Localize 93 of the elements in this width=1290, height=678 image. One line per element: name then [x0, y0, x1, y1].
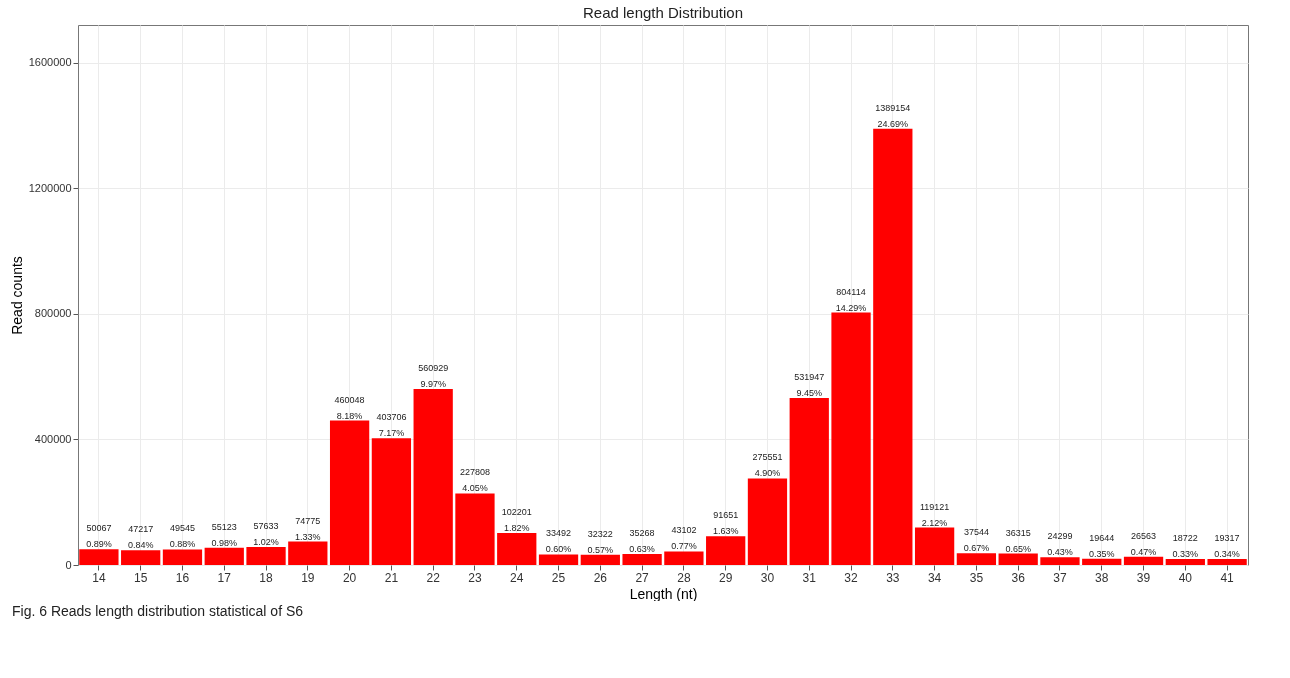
- y-tick-label: 1200000: [28, 181, 72, 194]
- caption: Fig. 6 Reads length distribution statistical of S6: [12, 603, 305, 619]
- data-label: 403706 7.17%: [376, 412, 407, 439]
- data-label: 227808 4.05%: [459, 467, 490, 494]
- data-label: 19317 0.34%: [1214, 532, 1240, 559]
- data-label: 19644 0.35%: [1088, 532, 1115, 559]
- bar: [538, 554, 579, 565]
- bar: [1082, 558, 1122, 565]
- x-axis-title: Length (nt): [629, 585, 698, 602]
- x-tick-label: 27: [635, 570, 650, 585]
- data-label: 55123 0.98%: [211, 521, 238, 548]
- data-label: 18722 0.33%: [1172, 533, 1199, 560]
- data-label: 531947 9.45%: [794, 371, 825, 398]
- x-tick-label: 22: [426, 570, 441, 585]
- data-label: 32322 0.57%: [587, 528, 614, 555]
- bar: [246, 546, 286, 565]
- data-label: 57633 1.02%: [253, 520, 279, 547]
- bar: [998, 553, 1038, 565]
- data-label: 49545 0.88%: [169, 523, 196, 550]
- bar: [1165, 559, 1205, 565]
- bar: [789, 397, 829, 565]
- data-label: 24299 0.43%: [1047, 531, 1073, 558]
- bar: [664, 551, 704, 565]
- x-tick-label: 40: [1178, 570, 1193, 585]
- y-tick-label: 1600000: [28, 56, 72, 69]
- bar: [706, 536, 746, 565]
- x-tick-label: 38: [1095, 570, 1109, 585]
- data-label: 91651 1.63%: [712, 510, 739, 537]
- bar: [162, 549, 203, 565]
- data-label: 804114 14.29%: [835, 286, 867, 313]
- x-tick-label: 26: [593, 570, 608, 585]
- x-tick-label: 36: [1011, 570, 1026, 585]
- data-label: 74775 1.33%: [295, 515, 321, 542]
- y-axis-title: Read counts: [8, 256, 25, 335]
- bar: [873, 128, 913, 565]
- data-label: 47217 0.84%: [127, 524, 154, 551]
- x-tick-label: 32: [844, 570, 859, 585]
- x-tick-label: 31: [802, 570, 817, 585]
- bar: [413, 388, 453, 565]
- x-tick-label: 35: [969, 570, 984, 585]
- x-tick-label: 19: [301, 570, 315, 585]
- chart-title: Read length Distribution: [582, 4, 744, 21]
- x-tick-label: 30: [760, 570, 775, 585]
- data-label: 560929 9.97%: [418, 362, 449, 389]
- bar: [79, 549, 119, 565]
- data-label: 35268 0.63%: [629, 527, 655, 554]
- bar: [329, 420, 370, 565]
- data-label: 460048 8.18%: [334, 394, 365, 421]
- x-tick-label: 33: [886, 570, 900, 585]
- data-label: 50067 0.89%: [86, 523, 112, 550]
- data-label: 119121 2.12%: [919, 501, 950, 528]
- bar: [1207, 558, 1247, 565]
- bar: [580, 554, 620, 565]
- bar: [288, 541, 328, 565]
- x-tick-label: 16: [175, 570, 190, 585]
- data-label: 36315 0.65%: [1005, 527, 1031, 554]
- y-tick-label: 800000: [34, 307, 72, 320]
- x-tick-label: 20: [342, 570, 357, 585]
- data-label: 37544 0.67%: [963, 527, 990, 554]
- x-tick-label: 15: [134, 570, 148, 585]
- data-label: 102201 1.82%: [501, 506, 532, 533]
- x-tick-label: 23: [468, 570, 482, 585]
- data-label: 26563 0.47%: [1130, 530, 1157, 557]
- x-tick-label: 37: [1053, 570, 1067, 585]
- x-tick-label: 41: [1220, 570, 1235, 585]
- bar: [956, 553, 997, 565]
- y-tick-label: 0: [65, 558, 72, 571]
- x-tick-label: 28: [677, 570, 691, 585]
- x-tick-label: 25: [551, 570, 566, 585]
- data-label: 1389154 24.69%: [875, 102, 911, 129]
- x-tick-label: 17: [217, 570, 232, 585]
- x-tick-label: 24: [510, 570, 524, 585]
- bar: [371, 438, 412, 565]
- x-tick-label: 21: [384, 570, 399, 585]
- x-tick-label: 14: [92, 570, 106, 585]
- bar: [497, 532, 537, 565]
- bar: [831, 312, 871, 565]
- data-label: 43102 0.77%: [671, 525, 697, 552]
- bar: [914, 527, 955, 565]
- bar: [747, 478, 788, 565]
- x-tick-label: 39: [1136, 570, 1151, 585]
- data-label: 33492 0.60%: [545, 528, 572, 555]
- y-tick-label: 400000: [34, 432, 72, 445]
- bar: [1040, 557, 1080, 565]
- bar: [1123, 556, 1164, 565]
- bar: [455, 493, 495, 565]
- bar: [204, 547, 244, 565]
- x-tick-label: 29: [719, 570, 733, 585]
- x-tick-label: 34: [927, 570, 942, 585]
- x-tick-label: 18: [259, 570, 274, 585]
- data-label: 275551 4.90%: [752, 452, 783, 479]
- bar: [622, 553, 662, 565]
- bar: [121, 550, 161, 565]
